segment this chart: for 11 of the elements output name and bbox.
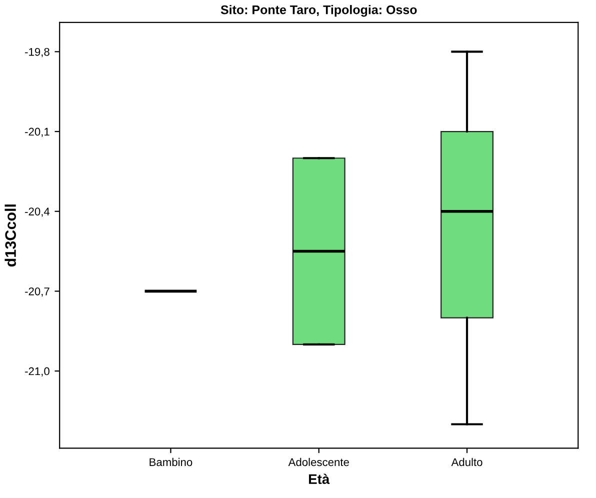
y-tick-label: -20,7 (25, 287, 50, 297)
y-tick-label: -20,4 (25, 208, 50, 217)
y-tick-label: -19,8 (25, 48, 50, 58)
x-axis-title: Età (308, 474, 330, 484)
y-axis-title: d13Ccoll (4, 204, 16, 267)
x-tick-label: Adolescente (288, 458, 349, 466)
x-tick-label: Adulto (451, 458, 482, 466)
x-tick-label: Bambino (150, 458, 192, 466)
chart-title: Sito: Ponte Taro, Tipologia: Osso (220, 5, 417, 17)
y-tick-label: -21,0 (25, 367, 50, 376)
y-tick-label: -20,1 (25, 128, 50, 137)
